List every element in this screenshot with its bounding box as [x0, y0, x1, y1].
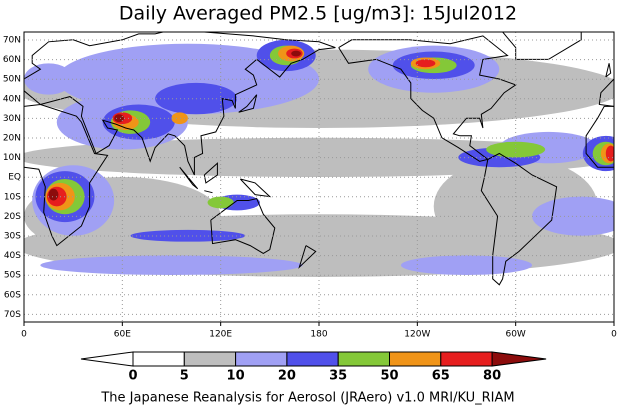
pm25-region	[415, 59, 436, 68]
colorbar-box	[389, 351, 442, 367]
colorbar-label: 0	[128, 369, 137, 384]
colorbar-label: 35	[329, 369, 347, 384]
latitude-label: 40N	[3, 94, 21, 104]
coastline	[24, 32, 336, 176]
colorbar-label: 10	[227, 369, 245, 384]
pm25-region	[48, 188, 59, 201]
colorbar-arrow	[491, 351, 547, 367]
longitude-label: 0	[21, 330, 27, 340]
colorbar-label: 50	[380, 369, 398, 384]
latitude-label: 20S	[4, 212, 21, 222]
coastline	[203, 162, 218, 184]
coastline	[238, 94, 258, 113]
pm25-region	[605, 145, 614, 162]
longitude-label: 60W	[505, 330, 525, 340]
colorbar-label: 5	[180, 369, 189, 384]
colorbar-box	[132, 351, 185, 367]
colorbar-box	[183, 351, 237, 367]
latitude-label: 70N	[3, 36, 21, 46]
colorbar-label: 80	[483, 369, 501, 384]
latitude-label: 60N	[3, 55, 21, 65]
colorbar-box	[440, 351, 493, 367]
latitude-label: 30N	[3, 114, 21, 124]
coastline	[204, 190, 213, 194]
longitude-label: 180	[310, 330, 327, 340]
pm25-region	[114, 114, 124, 123]
coastline	[179, 166, 199, 190]
colorbar-label: 65	[432, 369, 450, 384]
latitude-label: EQ	[8, 173, 21, 183]
longitude-label: 60E	[114, 330, 131, 340]
latitude-label: 50N	[3, 75, 21, 85]
coastline	[480, 152, 558, 286]
pm25-region	[291, 50, 301, 57]
footer: The Japanese Reanalysis for Aerosol (JRA…	[100, 391, 514, 406]
coastline	[298, 245, 317, 269]
latitude-label: 30S	[4, 232, 21, 242]
pm25-region	[24, 137, 614, 177]
latitude-label: 50S	[4, 271, 21, 281]
pm25-region	[40, 255, 303, 275]
colorbar-box	[337, 351, 391, 367]
coastline	[338, 35, 517, 162]
pm25-region	[400, 255, 533, 275]
latitude-label: 70S	[4, 310, 21, 320]
coastline	[239, 178, 272, 198]
coastline	[501, 32, 582, 60]
longitude-label: 0	[611, 330, 617, 340]
colorbar-arrow	[80, 351, 134, 367]
pm25-region	[130, 229, 246, 242]
pm25-region	[171, 112, 188, 125]
coastline	[24, 103, 109, 247]
latitude-label: 40S	[4, 251, 21, 261]
pm25-region	[532, 196, 614, 236]
title: Daily Averaged PM2.5 [ug/m3]: 15Jul2012	[119, 3, 517, 25]
coastline	[605, 63, 612, 78]
coastline	[210, 198, 276, 254]
colorbar-box	[235, 351, 288, 367]
colorbar-label: 20	[278, 369, 296, 384]
colorbar-box	[286, 351, 339, 367]
latitude-label: 20N	[3, 134, 21, 144]
coastlines	[24, 32, 614, 286]
longitude-label: 120E	[209, 330, 232, 340]
pm25-region	[486, 141, 546, 158]
coastline	[585, 105, 614, 168]
pm25-region	[207, 196, 234, 209]
latitude-label: 10N	[3, 153, 21, 163]
latitude-label: 60S	[4, 290, 21, 300]
latitude-label: 10S	[4, 192, 21, 202]
longitude-label: 120W	[404, 330, 430, 340]
